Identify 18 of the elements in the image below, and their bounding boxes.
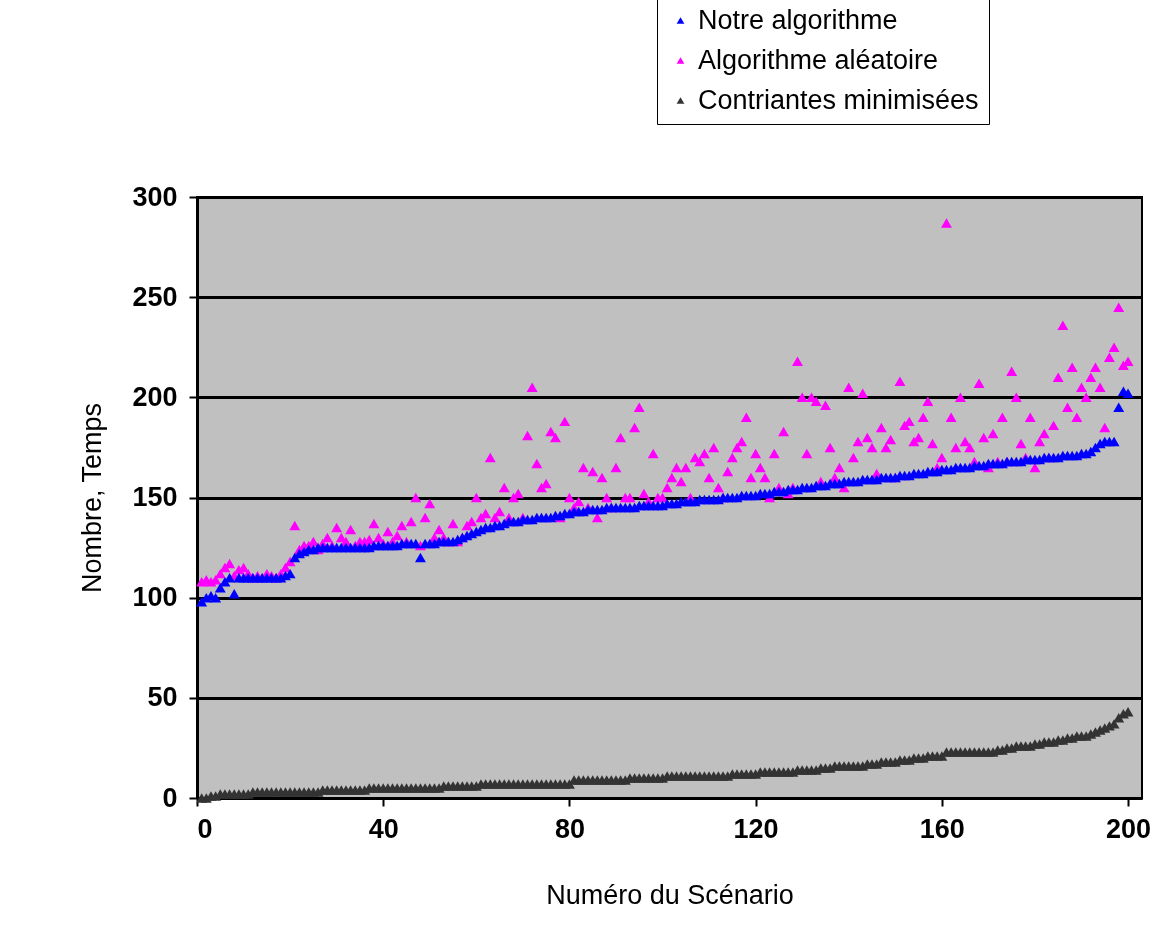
y-tick-label: 150 (132, 482, 178, 512)
legend-label: Notre algorithme (698, 4, 898, 35)
y-axis-title: Nombre, Temps (77, 402, 108, 594)
y-tick-label: 100 (132, 582, 178, 613)
y-tick-label: 0 (162, 782, 178, 813)
x-tick-label: 200 (1106, 813, 1152, 844)
x-tick-label: 80 (554, 813, 585, 844)
x-tick-label: 0 (197, 813, 213, 844)
legend-label: Algorithme aléatoire (698, 44, 939, 75)
x-tick-label: 120 (733, 813, 779, 844)
legend-label: Contriantes minimisées (698, 84, 979, 115)
x-tick-label: 160 (919, 813, 965, 844)
x-tick-label: 40 (368, 813, 399, 844)
y-tick-label: 300 (132, 181, 178, 212)
y-tick-label: 50 (147, 682, 178, 713)
y-tick-label: 250 (132, 281, 178, 312)
x-axis-title: Numéro du Scénario (546, 879, 794, 910)
y-tick-label: 200 (132, 381, 178, 412)
